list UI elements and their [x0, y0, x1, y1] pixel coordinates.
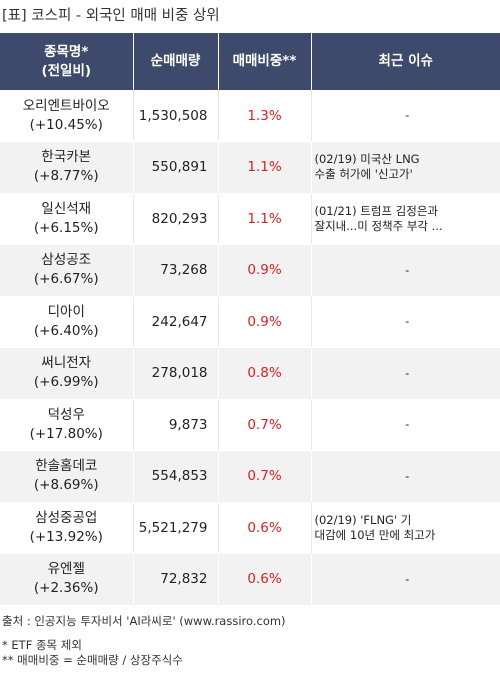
table-row: 덕성우 (+17.80%) 9,873 0.7% -	[0, 399, 500, 451]
trade-ratio-cell: 0.9%	[218, 244, 312, 297]
table-row: 삼성중공업 (+13.92%) 5,521,279 0.6% (02/19) '…	[0, 502, 500, 554]
stock-change: (+6.67%)	[33, 271, 99, 288]
stock-change: (+10.45%)	[29, 116, 103, 133]
header-stock-name-line2: (전일비)	[41, 62, 92, 79]
recent-issue-cell: -	[311, 553, 500, 606]
net-volume-cell: 1,530,508	[133, 90, 219, 142]
issue-empty: -	[405, 468, 410, 483]
issue-line2: 대감에 10년 만에 최고가	[314, 527, 436, 542]
table-row: 디아이 (+6.40%) 242,647 0.9% -	[0, 296, 500, 348]
table-row: 한솔홈데코 (+8.69%) 554,853 0.7% -	[0, 450, 500, 503]
stock-name: 삼성공조	[41, 252, 92, 269]
stock-name: 디아이	[47, 303, 85, 320]
trade-ratio-cell: 0.7%	[218, 450, 312, 503]
recent-issue-cell: (01/21) 트럼프 김정은과 잘지내...미 정책주 부각 ...	[311, 193, 500, 245]
net-volume-cell: 820,293	[133, 193, 219, 245]
stock-name: 한솔홈데코	[35, 458, 98, 475]
source-note: 출처 : 인공지능 투자비서 'AI라씨로' (www.rassiro.com)	[2, 614, 286, 628]
stock-change: (+6.15%)	[33, 219, 99, 236]
stock-name-cell: 써니전자 (+6.99%)	[0, 347, 134, 400]
stock-name-cell: 일신석재 (+6.15%)	[0, 193, 134, 245]
stock-name: 오리엔트바이오	[22, 97, 110, 114]
stock-name: 써니전자	[41, 355, 92, 372]
issue-line1: (02/19) 'FLNG' 기	[314, 512, 412, 527]
header-stock-name-line1: 종목명*	[44, 43, 89, 60]
issue-empty: -	[405, 571, 410, 586]
recent-issue-cell: -	[311, 90, 500, 142]
stock-name: 한국카본	[41, 149, 92, 166]
page-title: [표] 코스피 - 외국인 매매 비중 상위	[2, 8, 220, 24]
table-row: 유엔젤 (+2.36%) 72,832 0.6% -	[0, 553, 500, 606]
recent-issue-cell: (02/19) 'FLNG' 기 대감에 10년 만에 최고가	[311, 502, 500, 554]
header-net-volume: 순매매량	[133, 33, 219, 90]
table-row: 일신석재 (+6.15%) 820,293 1.1% (01/21) 트럼프 김…	[0, 193, 500, 245]
issue-line1: (02/19) 미국산 LNG	[314, 152, 420, 167]
issue-empty: -	[405, 262, 410, 277]
ratio-formula-note: ** 매매비중 = 순매매량 / 상장주식수	[2, 653, 183, 667]
issue-empty: -	[405, 365, 410, 380]
trade-ratio-cell: 0.8%	[218, 347, 312, 400]
table-row: 한국카본 (+8.77%) 550,891 1.1% (02/19) 미국산 L…	[0, 141, 500, 194]
header-recent-issue: 최근 이슈	[311, 33, 500, 90]
net-volume-cell: 72,832	[133, 553, 219, 606]
trade-ratio-cell: 0.6%	[218, 553, 312, 606]
recent-issue-cell: (02/19) 미국산 LNG 수출 허가에 '신고가'	[311, 141, 500, 194]
issue-empty: -	[405, 417, 410, 432]
stock-name-cell: 삼성공조 (+6.67%)	[0, 244, 134, 297]
issue-line2: 수출 허가에 '신고가'	[314, 167, 413, 182]
stock-change: (+13.92%)	[29, 528, 103, 545]
stock-name: 유엔젤	[47, 561, 85, 578]
stock-change: (+6.99%)	[33, 374, 99, 391]
stock-name-cell: 덕성우 (+17.80%)	[0, 399, 134, 451]
stock-name-cell: 오리엔트바이오 (+10.45%)	[0, 90, 134, 142]
stock-change: (+8.77%)	[33, 168, 99, 185]
issue-line2: 잘지내...미 정책주 부각 ...	[314, 218, 443, 233]
net-volume-cell: 9,873	[133, 399, 219, 451]
stock-change: (+17.80%)	[29, 425, 103, 442]
etf-exclusion-note: * ETF 종목 제외	[2, 638, 82, 652]
issue-empty: -	[405, 108, 410, 122]
stock-name-cell: 한국카본 (+8.77%)	[0, 141, 134, 194]
net-volume-cell: 5,521,279	[133, 502, 219, 554]
trade-ratio-cell: 0.7%	[218, 399, 312, 451]
stock-name-cell: 유엔젤 (+2.36%)	[0, 553, 134, 606]
table-row: 삼성공조 (+6.67%) 73,268 0.9% -	[0, 244, 500, 297]
stock-change: (+8.69%)	[33, 477, 99, 494]
header-stock-name: 종목명* (전일비)	[0, 33, 134, 90]
table-row: 써니전자 (+6.99%) 278,018 0.8% -	[0, 347, 500, 400]
issue-empty: -	[405, 314, 410, 329]
table-row: 오리엔트바이오 (+10.45%) 1,530,508 1.3% -	[0, 90, 500, 142]
stock-name: 삼성중공업	[35, 509, 98, 526]
recent-issue-cell: -	[311, 399, 500, 451]
stock-name: 덕성우	[47, 406, 85, 423]
net-volume-cell: 554,853	[133, 450, 219, 503]
stock-change: (+6.40%)	[33, 322, 99, 339]
recent-issue-cell: -	[311, 244, 500, 297]
trade-ratio-cell: 0.9%	[218, 296, 312, 348]
recent-issue-cell: -	[311, 296, 500, 348]
stock-name-cell: 디아이 (+6.40%)	[0, 296, 134, 348]
stock-name: 일신석재	[41, 200, 92, 217]
net-volume-cell: 73,268	[133, 244, 219, 297]
trade-ratio-cell: 0.6%	[218, 502, 312, 554]
recent-issue-cell: -	[311, 450, 500, 503]
table-header-row: 종목명* (전일비) 순매매량 매매비중** 최근 이슈	[0, 33, 500, 90]
stock-name-cell: 한솔홈데코 (+8.69%)	[0, 450, 134, 503]
stock-change: (+2.36%)	[33, 580, 99, 597]
net-volume-cell: 550,891	[133, 141, 219, 194]
foreign-trading-table: 종목명* (전일비) 순매매량 매매비중** 최근 이슈 오리엔트바이오 (+1…	[0, 33, 500, 606]
trade-ratio-cell: 1.1%	[218, 193, 312, 245]
stock-name-cell: 삼성중공업 (+13.92%)	[0, 502, 134, 554]
net-volume-cell: 278,018	[133, 347, 219, 400]
trade-ratio-cell: 1.1%	[218, 141, 312, 194]
issue-line1: (01/21) 트럼프 김정은과	[314, 203, 439, 218]
net-volume-cell: 242,647	[133, 296, 219, 348]
recent-issue-cell: -	[311, 347, 500, 400]
trade-ratio-cell: 1.3%	[218, 90, 312, 142]
header-trade-ratio: 매매비중**	[218, 33, 312, 90]
